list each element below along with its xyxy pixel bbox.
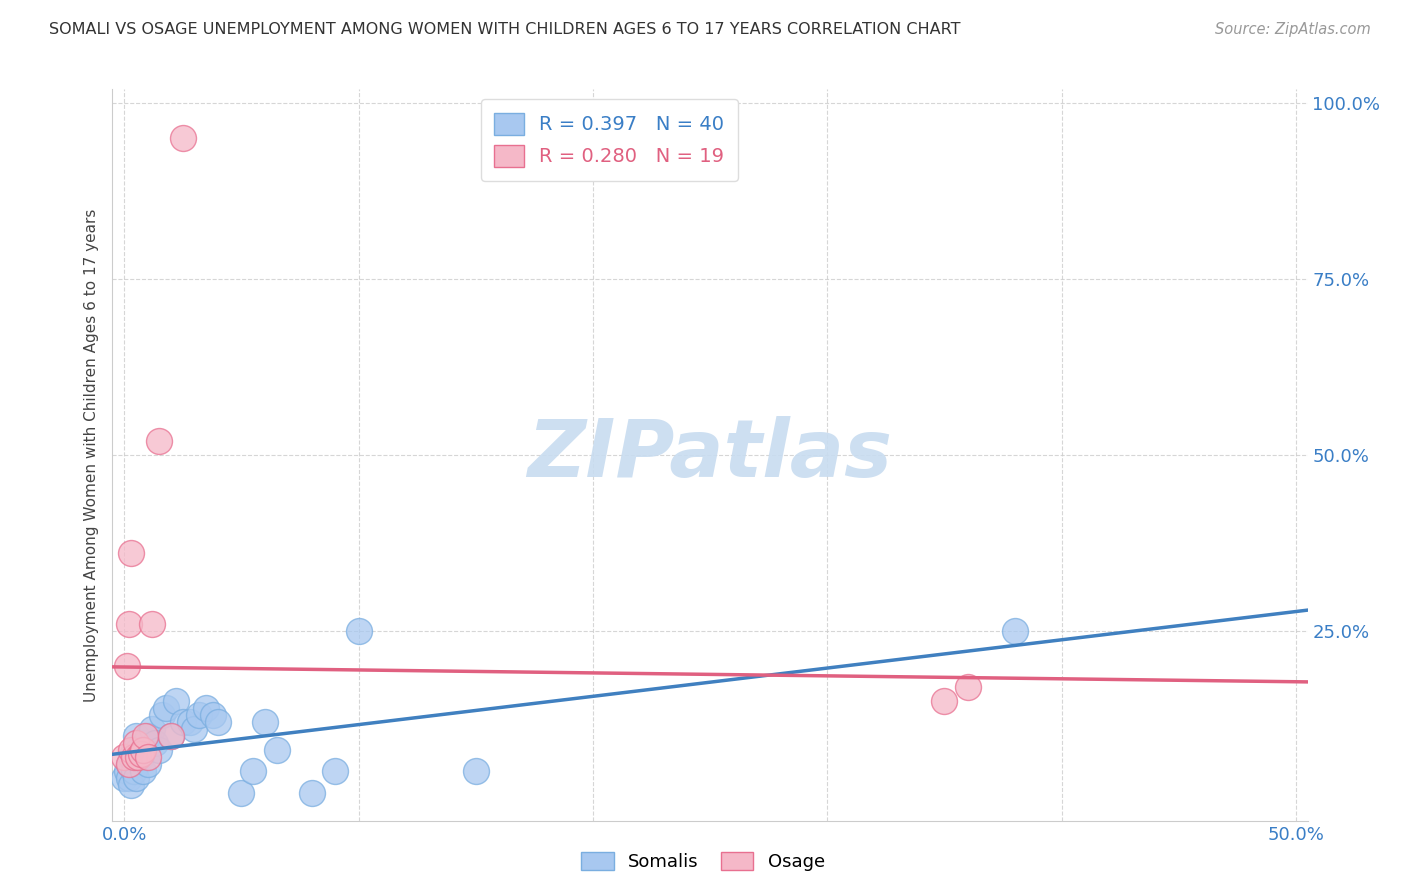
Point — [134, 729, 156, 743]
Point — [347, 624, 370, 638]
Point — [141, 616, 163, 631]
Point — [120, 546, 142, 560]
Point — [253, 715, 276, 730]
Point — [118, 757, 141, 772]
Point — [127, 743, 149, 757]
Point — [118, 616, 141, 631]
Point — [202, 708, 225, 723]
Point — [1004, 624, 1026, 638]
Point — [207, 715, 229, 730]
Point — [129, 750, 152, 764]
Point — [118, 757, 141, 772]
Point — [165, 694, 187, 708]
Point — [143, 736, 166, 750]
Point — [464, 764, 486, 779]
Point — [231, 785, 253, 799]
Point — [172, 715, 194, 730]
Point — [122, 764, 145, 779]
Point — [266, 743, 288, 757]
Point — [125, 729, 148, 743]
Point — [112, 772, 135, 786]
Point — [148, 434, 170, 448]
Point — [242, 764, 264, 779]
Point — [127, 750, 149, 764]
Point — [118, 772, 141, 786]
Point — [150, 708, 173, 723]
Point — [956, 680, 979, 694]
Point — [125, 772, 148, 786]
Point — [120, 750, 142, 764]
Point — [125, 736, 148, 750]
Point — [160, 729, 183, 743]
Point — [148, 743, 170, 757]
Point — [115, 659, 138, 673]
Point — [195, 701, 218, 715]
Point — [134, 736, 156, 750]
Point — [115, 764, 138, 779]
Point — [934, 694, 956, 708]
Text: ZIPatlas: ZIPatlas — [527, 416, 893, 494]
Point — [125, 750, 148, 764]
Point — [141, 723, 163, 737]
Legend: R = 0.397   N = 40, R = 0.280   N = 19: R = 0.397 N = 40, R = 0.280 N = 19 — [481, 99, 738, 181]
Point — [129, 747, 152, 761]
Point — [122, 743, 145, 757]
Point — [136, 757, 159, 772]
Point — [301, 785, 323, 799]
Point — [132, 764, 155, 779]
Point — [323, 764, 346, 779]
Text: SOMALI VS OSAGE UNEMPLOYMENT AMONG WOMEN WITH CHILDREN AGES 6 TO 17 YEARS CORREL: SOMALI VS OSAGE UNEMPLOYMENT AMONG WOMEN… — [49, 22, 960, 37]
Point — [136, 750, 159, 764]
Point — [136, 729, 159, 743]
Point — [122, 750, 145, 764]
Point — [120, 743, 142, 757]
Y-axis label: Unemployment Among Women with Children Ages 6 to 17 years: Unemployment Among Women with Children A… — [83, 208, 98, 702]
Point — [179, 715, 201, 730]
Point — [112, 750, 135, 764]
Text: Source: ZipAtlas.com: Source: ZipAtlas.com — [1215, 22, 1371, 37]
Point — [132, 743, 155, 757]
Point — [155, 701, 177, 715]
Point — [183, 723, 205, 737]
Legend: Somalis, Osage: Somalis, Osage — [574, 845, 832, 879]
Point — [120, 779, 142, 793]
Point — [172, 131, 194, 145]
Point — [160, 729, 183, 743]
Point — [188, 708, 211, 723]
